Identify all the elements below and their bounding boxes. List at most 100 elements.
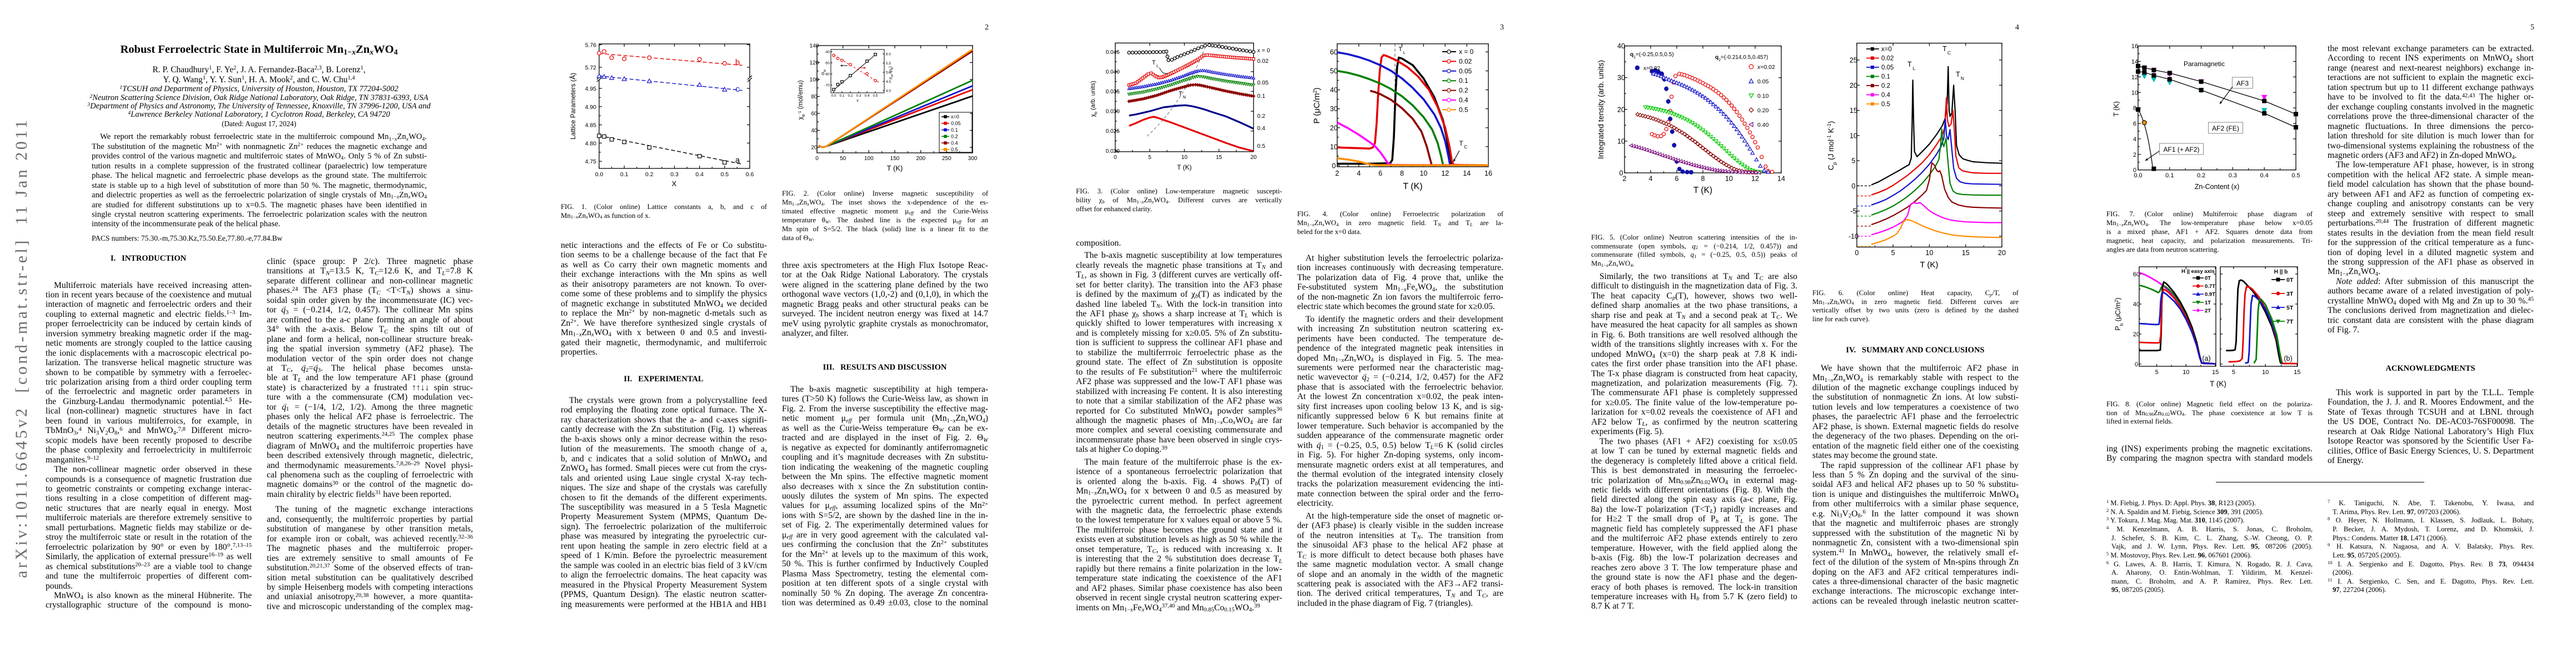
svg-text:60: 60	[2133, 271, 2140, 278]
svg-text:0.4: 0.4	[2260, 172, 2269, 179]
svg-text:T (K): T (K)	[1403, 182, 1422, 191]
svg-text:15: 15	[2212, 369, 2219, 376]
svg-text:0.2: 0.2	[2197, 172, 2205, 179]
svg-text:0.020: 0.020	[1105, 148, 1119, 155]
svg-text:N: N	[1961, 76, 1964, 81]
svg-text:20: 20	[1850, 82, 1857, 89]
svg-text:100: 100	[864, 156, 874, 162]
svg-text:8: 8	[2133, 105, 2136, 112]
svg-text:12: 12	[1441, 170, 1449, 177]
svg-text:12: 12	[1751, 175, 1759, 183]
svg-text:0.035: 0.035	[1105, 89, 1119, 95]
svg-text:250: 250	[942, 156, 951, 162]
svg-text:0: 0	[1332, 162, 1336, 170]
svg-text:0.02: 0.02	[1881, 56, 1894, 62]
svg-text:4.95: 4.95	[585, 86, 597, 92]
svg-text:3T: 3T	[2286, 291, 2294, 297]
svg-text:Paramagnetic: Paramagnetic	[2184, 60, 2225, 68]
svg-text:6: 6	[1675, 175, 1679, 183]
svg-text:-50: -50	[825, 62, 830, 66]
svg-text:0.1: 0.1	[951, 127, 958, 133]
svg-text:4.75: 4.75	[585, 158, 597, 165]
svg-text:0: 0	[1852, 182, 1856, 190]
svg-text:5: 5	[1891, 249, 1895, 257]
svg-text:10: 10	[1926, 249, 1934, 257]
svg-text:6: 6	[1378, 170, 1382, 177]
svg-text:0.05: 0.05	[1757, 78, 1769, 85]
svg-text:N: N	[1183, 94, 1185, 99]
svg-text:0.040: 0.040	[1105, 69, 1119, 75]
svg-text:0.1: 0.1	[1257, 93, 1265, 99]
svg-text:0.6: 0.6	[746, 171, 754, 178]
svg-text:x=0: x=0	[951, 114, 959, 120]
svg-text:60: 60	[811, 111, 818, 117]
svg-text:4.0: 4.0	[886, 89, 891, 93]
svg-text:0.1: 0.1	[2165, 172, 2174, 179]
svg-text:T (K): T (K)	[2210, 380, 2226, 388]
svg-text:10: 10	[1330, 143, 1338, 151]
svg-text:μeff (μB): μeff (μB)	[889, 66, 894, 79]
svg-text:0T: 0T	[2286, 277, 2294, 283]
svg-text:4.85: 4.85	[585, 122, 597, 129]
svg-text:0.20: 0.20	[1757, 107, 1769, 114]
svg-text:50: 50	[1330, 67, 1338, 75]
svg-text:T (K): T (K)	[2112, 101, 2120, 117]
svg-text:4: 4	[1649, 175, 1653, 183]
svg-text:20: 20	[1998, 249, 2006, 257]
svg-text:25: 25	[1850, 57, 1857, 64]
svg-text:0.1: 0.1	[620, 171, 629, 178]
svg-text:16: 16	[1484, 170, 1492, 177]
svg-text:a: a	[735, 156, 740, 165]
svg-text:5.0: 5.0	[886, 71, 891, 75]
svg-text:AF3: AF3	[2236, 79, 2249, 87]
svg-text:15: 15	[2294, 369, 2300, 376]
svg-text:0: 0	[1114, 155, 1117, 161]
svg-text:2: 2	[1336, 170, 1339, 177]
svg-text:Cp (J mol-1 K-1): Cp (J mol-1 K-1)	[1826, 121, 1837, 171]
svg-text:1T: 1T	[2205, 300, 2211, 306]
svg-text:200: 200	[916, 156, 925, 162]
svg-text:40: 40	[1330, 86, 1338, 94]
svg-text:T: T	[1179, 91, 1183, 97]
svg-text:5.72: 5.72	[585, 64, 597, 71]
svg-text:80: 80	[811, 94, 818, 100]
svg-text:20: 20	[1330, 124, 1338, 132]
svg-text:0.3: 0.3	[670, 171, 679, 178]
svg-text:0.2: 0.2	[951, 134, 958, 140]
svg-text:-60: -60	[825, 73, 830, 77]
svg-text:0T: 0T	[2205, 276, 2211, 282]
svg-text:(a): (a)	[2202, 355, 2210, 362]
svg-text:H || easy axis: H || easy axis	[2181, 268, 2215, 275]
svg-text:T (K): T (K)	[887, 164, 903, 172]
svg-text:120: 120	[810, 60, 819, 66]
svg-text:20: 20	[1617, 106, 1625, 113]
svg-text:5: 5	[2232, 369, 2235, 376]
svg-text:-10: -10	[1848, 233, 1858, 241]
svg-text:0.5: 0.5	[2291, 172, 2300, 179]
svg-text:6: 6	[2133, 121, 2136, 127]
svg-text:0.05: 0.05	[1459, 67, 1472, 75]
svg-text:0.0: 0.0	[2134, 172, 2142, 179]
svg-text:40: 40	[811, 128, 818, 134]
svg-text:5T: 5T	[2286, 305, 2294, 311]
svg-text:0.7T: 0.7T	[2205, 283, 2215, 290]
svg-text:C: C	[1464, 145, 1467, 150]
svg-text:0.4: 0.4	[1257, 125, 1265, 132]
svg-text:0.4: 0.4	[1459, 96, 1468, 104]
svg-text:0.4: 0.4	[1881, 92, 1891, 99]
svg-text:L: L	[1913, 66, 1916, 71]
svg-text:20: 20	[811, 145, 818, 151]
svg-text:0.05: 0.05	[1257, 79, 1269, 86]
svg-text:5.5: 5.5	[886, 62, 891, 66]
svg-text:0.1: 0.1	[839, 94, 844, 98]
svg-text:-5: -5	[1850, 207, 1856, 215]
svg-text:10: 10	[2262, 369, 2269, 376]
svg-text:6.0: 6.0	[886, 53, 891, 57]
svg-text:12: 12	[2131, 74, 2138, 81]
svg-text:10: 10	[2183, 369, 2189, 376]
svg-text:x=0: x=0	[1881, 46, 1892, 53]
svg-text:0.0: 0.0	[595, 171, 604, 178]
svg-text:140: 140	[810, 43, 819, 49]
svg-text:300: 300	[968, 156, 978, 162]
svg-text:q1=(-0.25,0.5,0.5): q1=(-0.25,0.5,0.5)	[1630, 52, 1674, 59]
